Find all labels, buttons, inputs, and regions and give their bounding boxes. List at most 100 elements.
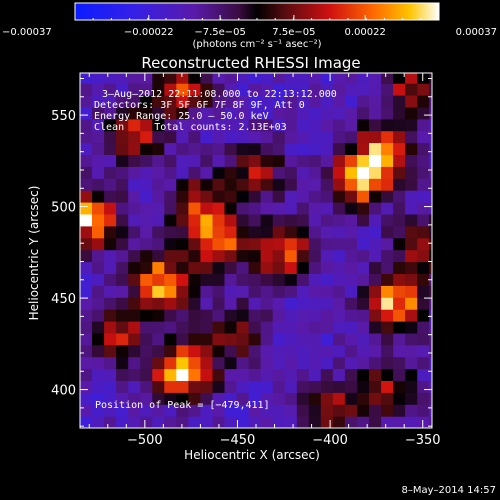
heatmap-cell <box>200 273 213 286</box>
heatmap-cell <box>128 321 141 334</box>
heatmap-cell <box>308 392 322 405</box>
heatmap-cell <box>344 202 358 215</box>
heatmap-cell <box>405 142 418 155</box>
heatmap-cell <box>417 416 430 428</box>
heatmap-cell <box>128 118 141 132</box>
heatmap-cell <box>224 356 238 370</box>
heatmap-cell <box>272 190 286 203</box>
heatmap-cell <box>152 297 165 310</box>
heatmap-cell <box>212 392 226 405</box>
heatmap-cell <box>320 142 334 155</box>
heatmap-cell <box>284 261 298 274</box>
heatmap-cell <box>224 190 238 203</box>
heatmap-cell <box>332 202 346 215</box>
heatmap-cell <box>369 368 382 381</box>
heatmap-cell <box>393 225 406 239</box>
heatmap-cell <box>357 344 370 358</box>
heatmap-cell <box>405 380 418 393</box>
heatmap-cell <box>104 285 117 298</box>
heatmap-cell <box>92 95 105 108</box>
heatmap-cell <box>381 368 394 381</box>
heatmap-cell <box>92 368 105 381</box>
heatmap-cell <box>164 95 177 108</box>
heatmap-cell <box>429 332 432 346</box>
heatmap-cell <box>164 202 177 215</box>
heatmap-cell <box>104 344 117 358</box>
heatmap-cell <box>357 309 370 322</box>
heatmap-cell <box>369 392 382 405</box>
heatmap-cell <box>164 285 177 298</box>
heatmap-cell <box>296 225 310 239</box>
heatmap-cell <box>369 261 382 274</box>
heatmap-cell <box>417 368 430 381</box>
heatmap-cell <box>92 309 105 322</box>
heatmap-cell <box>212 380 226 393</box>
heatmap-cell <box>308 309 322 322</box>
heatmap-cell <box>308 202 322 215</box>
heatmap-cell <box>393 95 406 108</box>
heatmap-cell <box>92 213 105 227</box>
annotation-method-counts: Clean Total counts: 2.13E+03 <box>94 122 287 133</box>
heatmap-cell <box>393 249 406 263</box>
heatmap-cell <box>152 261 165 274</box>
heatmap-cell <box>332 416 346 428</box>
heatmap-cell <box>357 273 370 286</box>
heatmap-cell <box>116 356 129 370</box>
heatmap-cell <box>188 380 201 393</box>
heatmap-cell <box>80 237 93 251</box>
heatmap-cell <box>417 73 430 84</box>
heatmap-cell <box>236 154 250 167</box>
heatmap-cell <box>332 392 346 405</box>
heatmap-cell <box>393 332 406 346</box>
heatmap-cell <box>80 142 93 155</box>
heatmap-cell <box>140 261 153 274</box>
heatmap-cell <box>212 273 226 286</box>
heatmap-cell <box>417 190 430 203</box>
heatmap-cell <box>92 297 105 310</box>
heatmap-cell <box>140 213 153 227</box>
heatmap-cell <box>417 356 430 370</box>
heatmap-cell <box>272 202 286 215</box>
heatmap-cell <box>188 309 201 322</box>
heatmap-cell <box>128 261 141 274</box>
heatmap-cell <box>296 190 310 203</box>
heatmap-cell <box>164 344 177 358</box>
heatmap-cell <box>236 178 250 191</box>
heatmap-cell <box>320 309 334 322</box>
heatmap-cell <box>332 321 346 334</box>
heatmap-cell <box>152 118 165 132</box>
heatmap-cell <box>200 368 213 381</box>
heatmap-cell <box>116 404 129 417</box>
heatmap-cell <box>104 404 117 417</box>
heatmap-cell <box>164 416 177 428</box>
heatmap-cell <box>369 130 382 144</box>
heatmap-cell <box>308 356 322 370</box>
heatmap-cell <box>116 142 129 155</box>
heatmap-cell <box>429 380 432 393</box>
heatmap-cell <box>236 416 250 428</box>
heatmap-cell <box>320 285 334 298</box>
heatmap-cell <box>200 321 213 334</box>
heatmap-cell <box>224 95 238 108</box>
heatmap-cell <box>272 332 286 346</box>
heatmap-cell <box>224 237 238 251</box>
heatmap-cell <box>152 106 165 120</box>
heatmap-cell <box>308 344 322 358</box>
heatmap-cell <box>429 237 432 251</box>
heatmap-cell <box>200 130 213 144</box>
heatmap-cell <box>284 285 298 298</box>
heatmap-cell <box>200 95 213 108</box>
heatmap-cell <box>80 154 93 167</box>
heatmap-cell <box>104 178 117 191</box>
heatmap-cell <box>344 273 358 286</box>
heatmap-cell <box>272 118 286 132</box>
heatmap-cell <box>296 261 310 274</box>
heatmap-cell <box>429 154 432 167</box>
heatmap-cell <box>236 190 250 203</box>
heatmap-cell <box>405 285 418 298</box>
heatmap-cell <box>308 95 322 108</box>
heatmap-cell <box>260 83 274 96</box>
heatmap-cell <box>212 368 226 381</box>
heatmap-cell <box>308 166 322 179</box>
heatmap-cell <box>381 95 394 108</box>
